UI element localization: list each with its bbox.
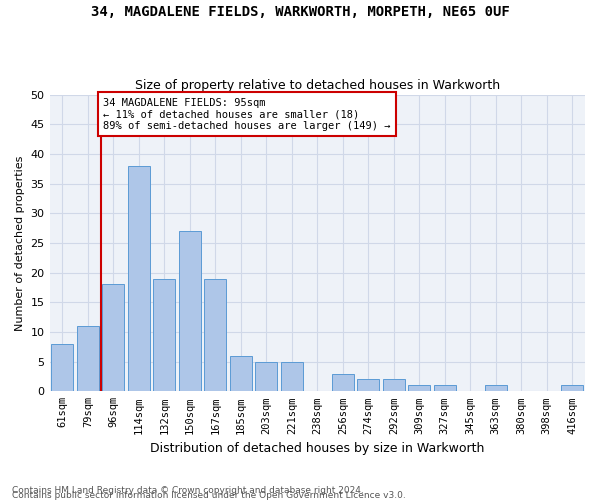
Bar <box>383 380 404 392</box>
Y-axis label: Number of detached properties: Number of detached properties <box>15 155 25 330</box>
Text: 34 MAGDALENE FIELDS: 95sqm
← 11% of detached houses are smaller (18)
89% of semi: 34 MAGDALENE FIELDS: 95sqm ← 11% of deta… <box>103 98 391 130</box>
Text: Contains HM Land Registry data © Crown copyright and database right 2024.: Contains HM Land Registry data © Crown c… <box>12 486 364 495</box>
X-axis label: Distribution of detached houses by size in Warkworth: Distribution of detached houses by size … <box>150 442 484 455</box>
Text: Contains public sector information licensed under the Open Government Licence v3: Contains public sector information licen… <box>12 490 406 500</box>
Bar <box>179 231 200 392</box>
Bar <box>52 344 73 392</box>
Bar <box>332 374 353 392</box>
Bar <box>562 386 583 392</box>
Bar <box>434 386 455 392</box>
Bar <box>205 278 226 392</box>
Bar <box>128 166 149 392</box>
Bar <box>409 386 430 392</box>
Bar <box>77 326 98 392</box>
Bar <box>103 284 124 392</box>
Bar <box>256 362 277 392</box>
Bar <box>358 380 379 392</box>
Bar <box>281 362 302 392</box>
Title: Size of property relative to detached houses in Warkworth: Size of property relative to detached ho… <box>135 79 500 92</box>
Text: 34, MAGDALENE FIELDS, WARKWORTH, MORPETH, NE65 0UF: 34, MAGDALENE FIELDS, WARKWORTH, MORPETH… <box>91 5 509 19</box>
Bar <box>230 356 251 392</box>
Bar <box>154 278 175 392</box>
Bar <box>485 386 506 392</box>
